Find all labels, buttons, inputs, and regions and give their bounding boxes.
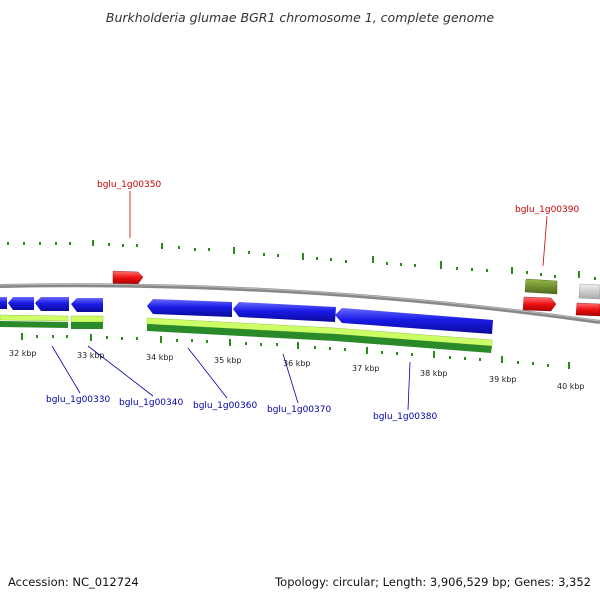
map-title: Burkholderia glumae BGR1 chromosome 1, c… — [105, 10, 495, 25]
gene-labels: bglu_1g00350 bglu_1g00390 bglu_1g00330 b… — [46, 180, 579, 422]
reverse-strand-genes — [0, 297, 493, 334]
gene-bglu_1g00320[interactable] — [0, 297, 7, 309]
orf-tracks — [0, 314, 493, 353]
scale-label: 37 kbp — [352, 364, 380, 373]
gene-label-bglu_1g00350[interactable]: bglu_1g00350 — [97, 180, 161, 190]
genome-backbone-highlight — [0, 283, 600, 322]
genome-summary-text: Topology: circular; Length: 3,906,529 bp… — [275, 575, 591, 589]
gene-leader-lines — [51, 191, 548, 411]
upper-tick-track — [7, 240, 596, 280]
scale-label: 33 kbp — [77, 351, 105, 360]
scale-label: 38 kbp — [420, 369, 448, 378]
gene-label-bglu_1g00380[interactable]: bglu_1g00380 — [373, 412, 437, 422]
gene-label-bglu_1g00370[interactable]: bglu_1g00370 — [267, 405, 331, 415]
gene-bglu_1g00345[interactable] — [71, 298, 103, 312]
scale-label: 36 kbp — [283, 359, 311, 368]
forward-strand-genes — [112, 270, 600, 317]
scale-label: 35 kbp — [214, 356, 242, 365]
gene-bglu_1g00350[interactable] — [112, 270, 144, 285]
gene-bglu_1g00400[interactable] — [575, 302, 600, 317]
lower-tick-track — [21, 333, 570, 369]
scale-label: 39 kbp — [489, 375, 517, 384]
genome-backbone — [0, 283, 600, 324]
scale-labels: 32 kbp 33 kbp 34 kbp 35 kbp 36 kbp 37 kb… — [9, 349, 585, 391]
accession-text: Accession: NC_012724 — [8, 575, 139, 589]
gene-bglu_1g00330[interactable] — [8, 297, 34, 310]
gene-label-bglu_1g00330[interactable]: bglu_1g00330 — [46, 395, 110, 405]
gene-bglu_1g00360[interactable] — [147, 299, 232, 317]
gene-bglu_1g00390[interactable] — [522, 296, 557, 312]
scale-label: 34 kbp — [146, 353, 174, 362]
feature-olive-block — [524, 278, 558, 295]
gene-label-bglu_1g00340[interactable]: bglu_1g00340 — [119, 398, 183, 408]
scale-label: 32 kbp — [9, 349, 37, 358]
gene-bglu_1g00340[interactable] — [35, 297, 69, 311]
gene-label-bglu_1g00390[interactable]: bglu_1g00390 — [515, 205, 579, 215]
gene-bglu_1g00380[interactable] — [335, 308, 493, 334]
gene-label-bglu_1g00360[interactable]: bglu_1g00360 — [193, 401, 257, 411]
feature-gray-block — [578, 283, 600, 300]
gene-bglu_1g00370[interactable] — [233, 302, 336, 322]
scale-label: 40 kbp — [557, 382, 585, 391]
